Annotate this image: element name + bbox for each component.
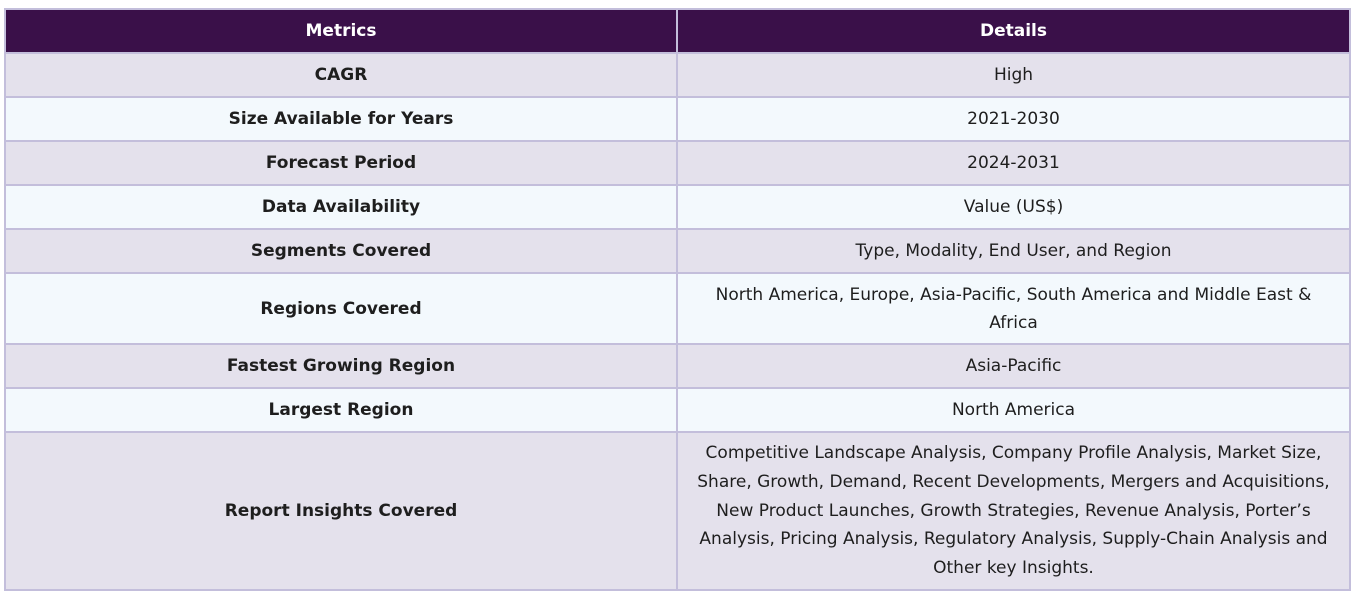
table-header-row: Metrics Details	[4, 8, 1351, 54]
table-row: Regions Covered North America, Europe, A…	[4, 272, 1351, 345]
detail-cell: North America	[676, 387, 1351, 433]
detail-cell: Competitive Landscape Analysis, Company …	[676, 431, 1351, 591]
detail-cell: North America, Europe, Asia-Pacific, Sou…	[676, 272, 1351, 345]
metric-cell: Segments Covered	[4, 228, 678, 274]
metric-cell: Data Availability	[4, 184, 678, 230]
detail-cell: High	[676, 52, 1351, 98]
detail-cell: Value (US$)	[676, 184, 1351, 230]
table-row: Fastest Growing Region Asia-Pacific	[4, 343, 1351, 389]
table-row: Size Available for Years 2021-2030	[4, 96, 1351, 142]
metrics-table: Metrics Details CAGR High Size Available…	[4, 8, 1351, 591]
metric-cell: Fastest Growing Region	[4, 343, 678, 389]
detail-cell: 2024-2031	[676, 140, 1351, 186]
table-row: Forecast Period 2024-2031	[4, 140, 1351, 186]
metric-cell: Forecast Period	[4, 140, 678, 186]
table-row: Largest Region North America	[4, 387, 1351, 433]
detail-cell: Type, Modality, End User, and Region	[676, 228, 1351, 274]
detail-cell: 2021-2030	[676, 96, 1351, 142]
header-details: Details	[676, 8, 1351, 54]
metric-cell: Report Insights Covered	[4, 431, 678, 591]
table-row: Report Insights Covered Competitive Land…	[4, 431, 1351, 591]
metrics-table-container: Metrics Details CAGR High Size Available…	[4, 8, 1351, 591]
metric-cell: Largest Region	[4, 387, 678, 433]
table-row: Segments Covered Type, Modality, End Use…	[4, 228, 1351, 274]
header-metrics: Metrics	[4, 8, 678, 54]
metric-cell: CAGR	[4, 52, 678, 98]
metric-cell: Size Available for Years	[4, 96, 678, 142]
table-row: Data Availability Value (US$)	[4, 184, 1351, 230]
detail-cell: Asia-Pacific	[676, 343, 1351, 389]
metric-cell: Regions Covered	[4, 272, 678, 345]
table-row: CAGR High	[4, 52, 1351, 98]
